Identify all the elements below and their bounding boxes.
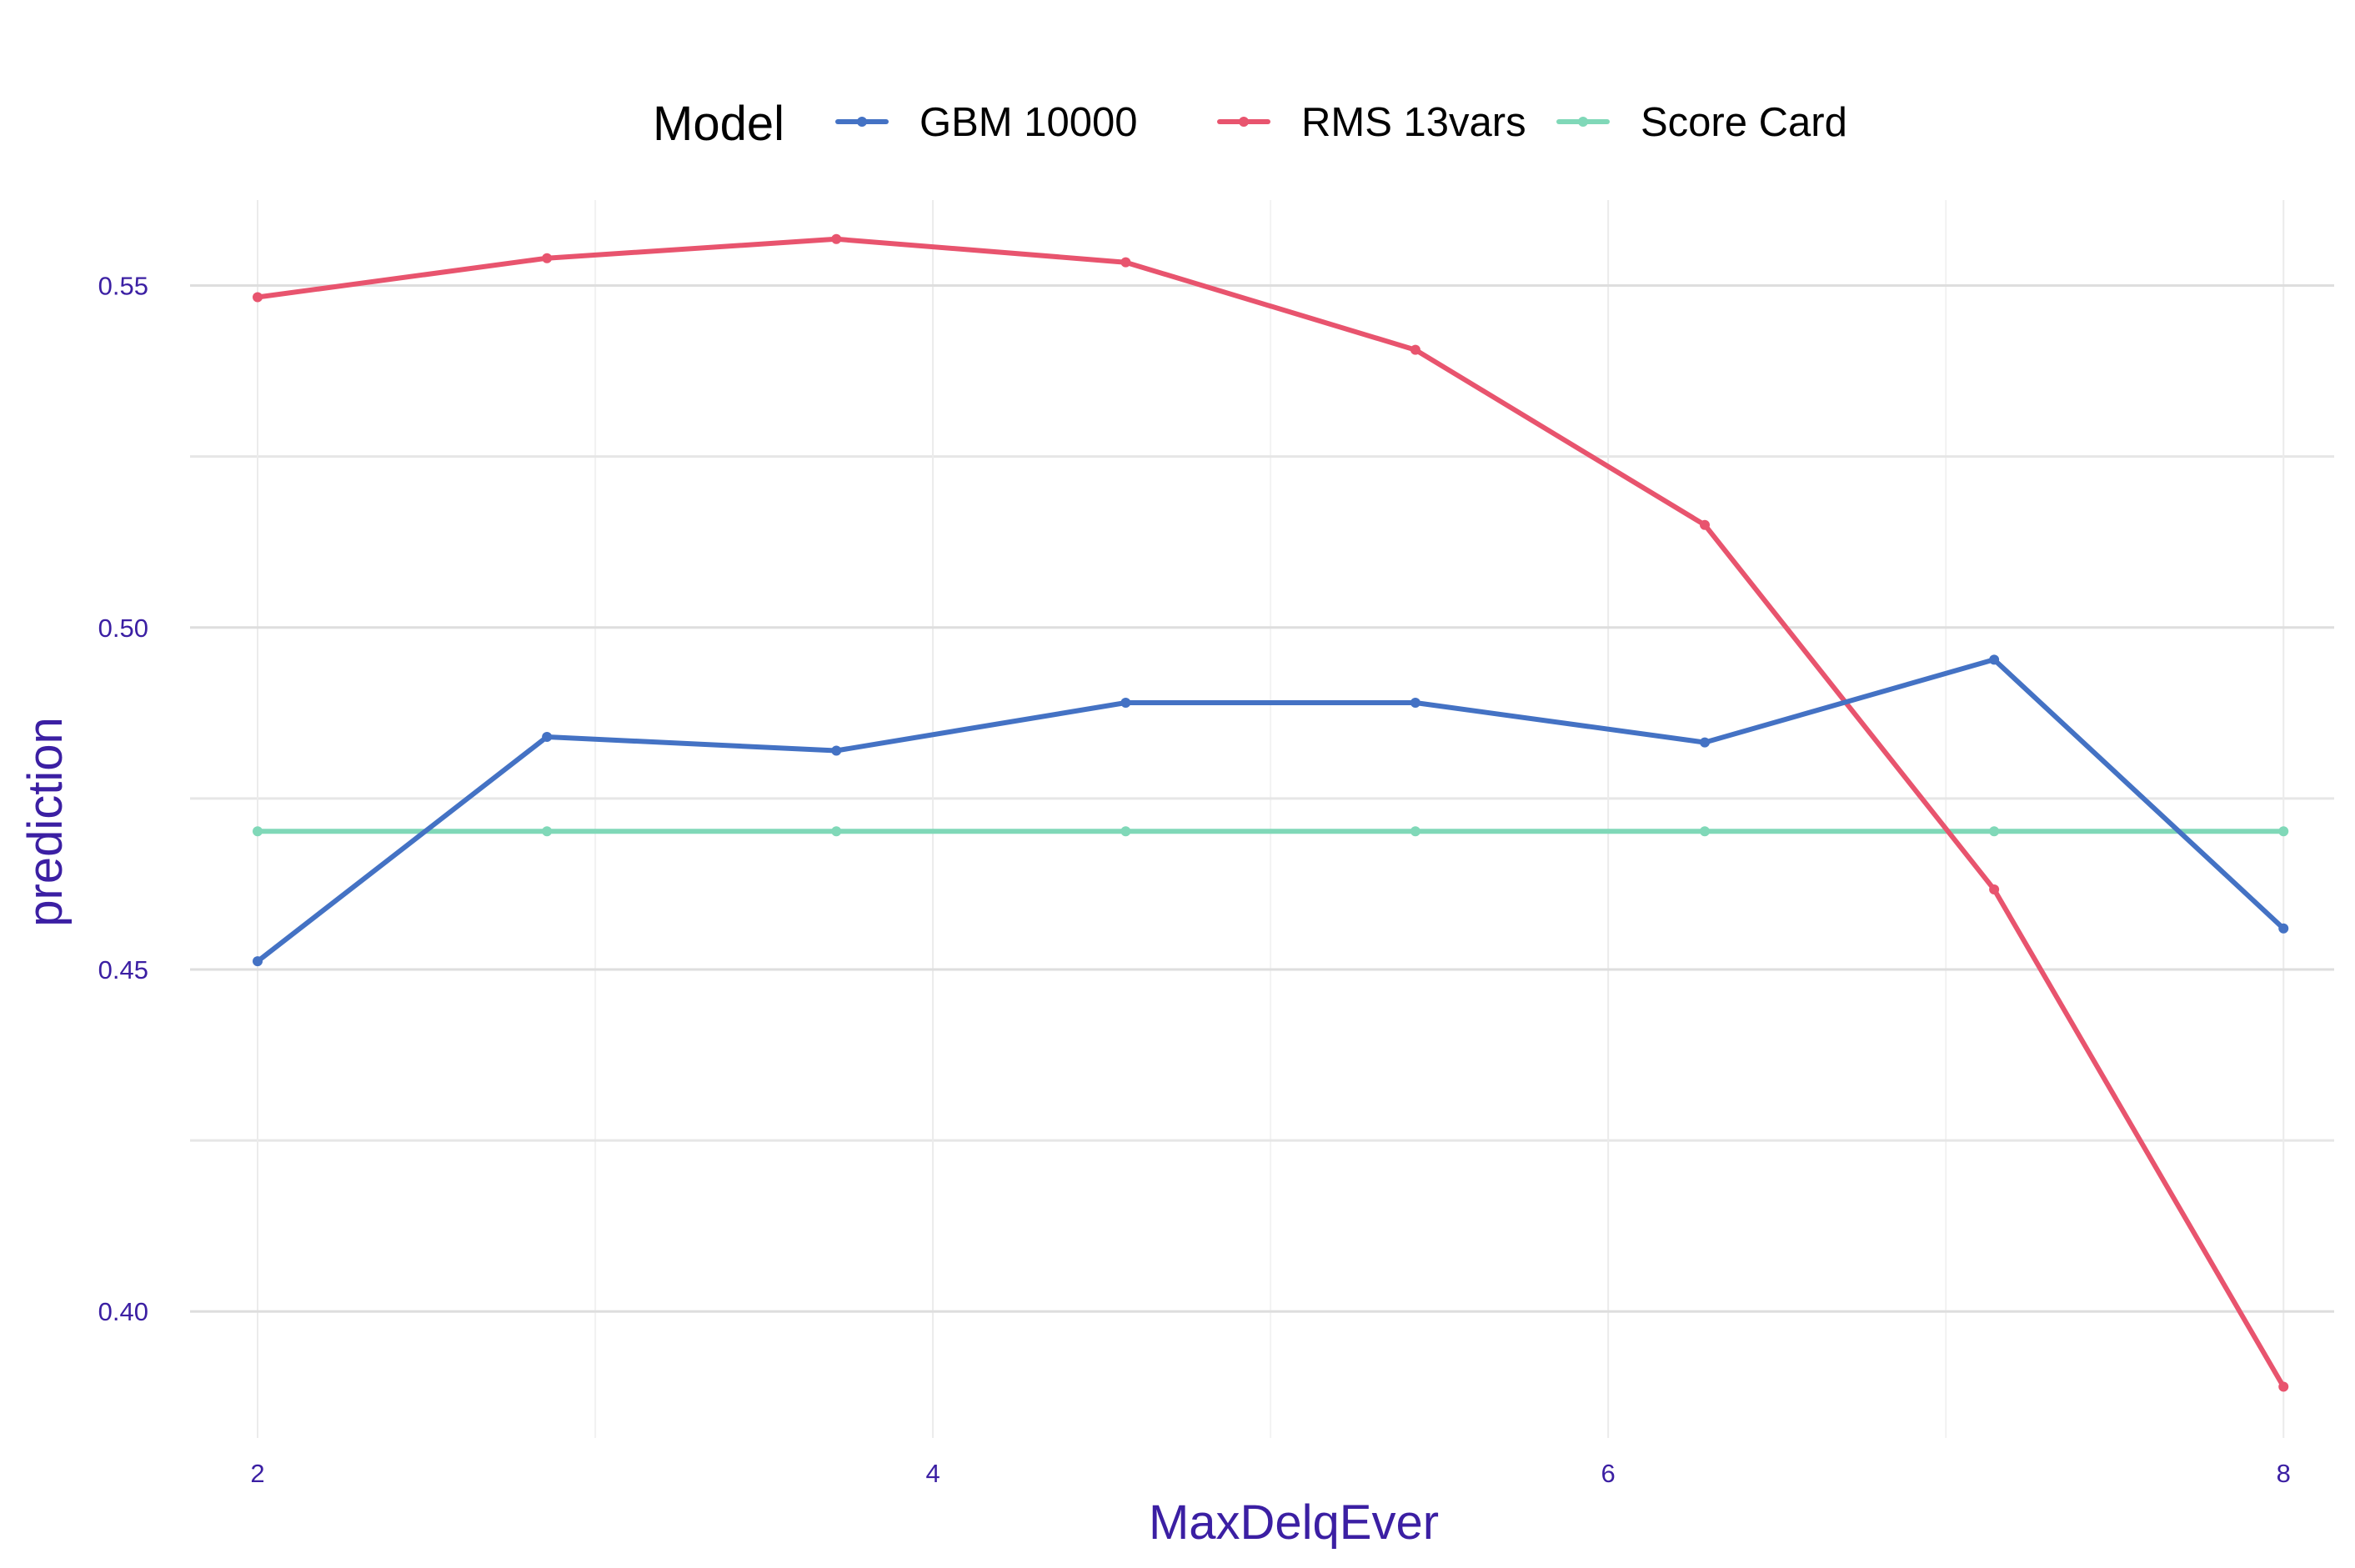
legend-key-point — [1578, 117, 1588, 127]
series-line-rms-13vars — [255, 236, 2287, 1390]
major-gridlines — [190, 200, 2334, 1438]
x-tick-label: 2 — [250, 1459, 264, 1488]
series-layer — [253, 233, 2289, 1392]
legend-item-rms-13vars: RMS 13vars — [1217, 100, 1526, 145]
data-point-rms-13vars — [1989, 884, 2000, 895]
y-tick-label: 0.50 — [98, 614, 148, 643]
data-point-gbm-10000 — [253, 956, 263, 967]
y-tick-label: 0.40 — [98, 1297, 148, 1326]
data-point-gbm-10000 — [542, 732, 553, 743]
legend-label: GBM 10000 — [919, 100, 1138, 145]
legend-title: Model — [653, 97, 784, 151]
y-axis-title: prediction — [18, 717, 73, 926]
y-tick-label: 0.55 — [98, 272, 148, 301]
x-tick-label: 8 — [2277, 1459, 2291, 1488]
data-point-gbm-10000 — [2278, 923, 2289, 934]
data-point-rms-13vars — [2278, 1381, 2289, 1392]
data-point-rms-13vars — [253, 292, 263, 303]
data-point-score-card — [542, 826, 553, 837]
x-tick-label: 4 — [925, 1459, 939, 1488]
legend-key-point — [1239, 117, 1249, 127]
data-point-rms-13vars — [831, 233, 842, 244]
series-line-gbm-10000 — [255, 657, 2287, 964]
data-point-rms-13vars — [1700, 519, 1711, 530]
data-point-score-card — [1410, 826, 1421, 837]
data-point-gbm-10000 — [1410, 698, 1421, 709]
data-point-score-card — [1120, 826, 1131, 837]
series-rms-13vars — [253, 233, 2289, 1392]
x-tick-label: 6 — [1601, 1459, 1616, 1488]
data-point-score-card — [831, 826, 842, 837]
data-point-gbm-10000 — [1989, 654, 2000, 665]
data-point-rms-13vars — [1410, 344, 1421, 355]
data-point-gbm-10000 — [1700, 737, 1711, 748]
legend-label: RMS 13vars — [1301, 100, 1526, 145]
legend-label: Score Card — [1641, 100, 1847, 145]
y-axis-ticks: 0.40 0.45 0.50 0.55 — [98, 272, 148, 1327]
data-point-rms-13vars — [542, 253, 553, 263]
data-point-gbm-10000 — [831, 745, 842, 756]
legend: Model GBM 10000 RMS 13vars Score Card — [653, 97, 1847, 151]
legend-item-score-card: Score Card — [1556, 100, 1847, 145]
y-tick-label: 0.45 — [98, 955, 148, 984]
data-point-score-card — [253, 826, 263, 837]
data-point-score-card — [1700, 826, 1711, 837]
data-point-score-card — [1989, 826, 2000, 837]
data-point-gbm-10000 — [1120, 698, 1131, 709]
series-gbm-10000 — [253, 654, 2289, 967]
x-axis-ticks: 2 4 6 8 — [250, 1459, 2290, 1488]
x-axis-title: MaxDelqEver — [1149, 1495, 1439, 1550]
legend-key-point — [857, 117, 867, 127]
data-point-score-card — [2278, 826, 2289, 837]
minor-gridlines — [190, 200, 2334, 1438]
legend-item-gbm-10000: GBM 10000 — [835, 100, 1138, 145]
data-point-rms-13vars — [1120, 257, 1131, 268]
